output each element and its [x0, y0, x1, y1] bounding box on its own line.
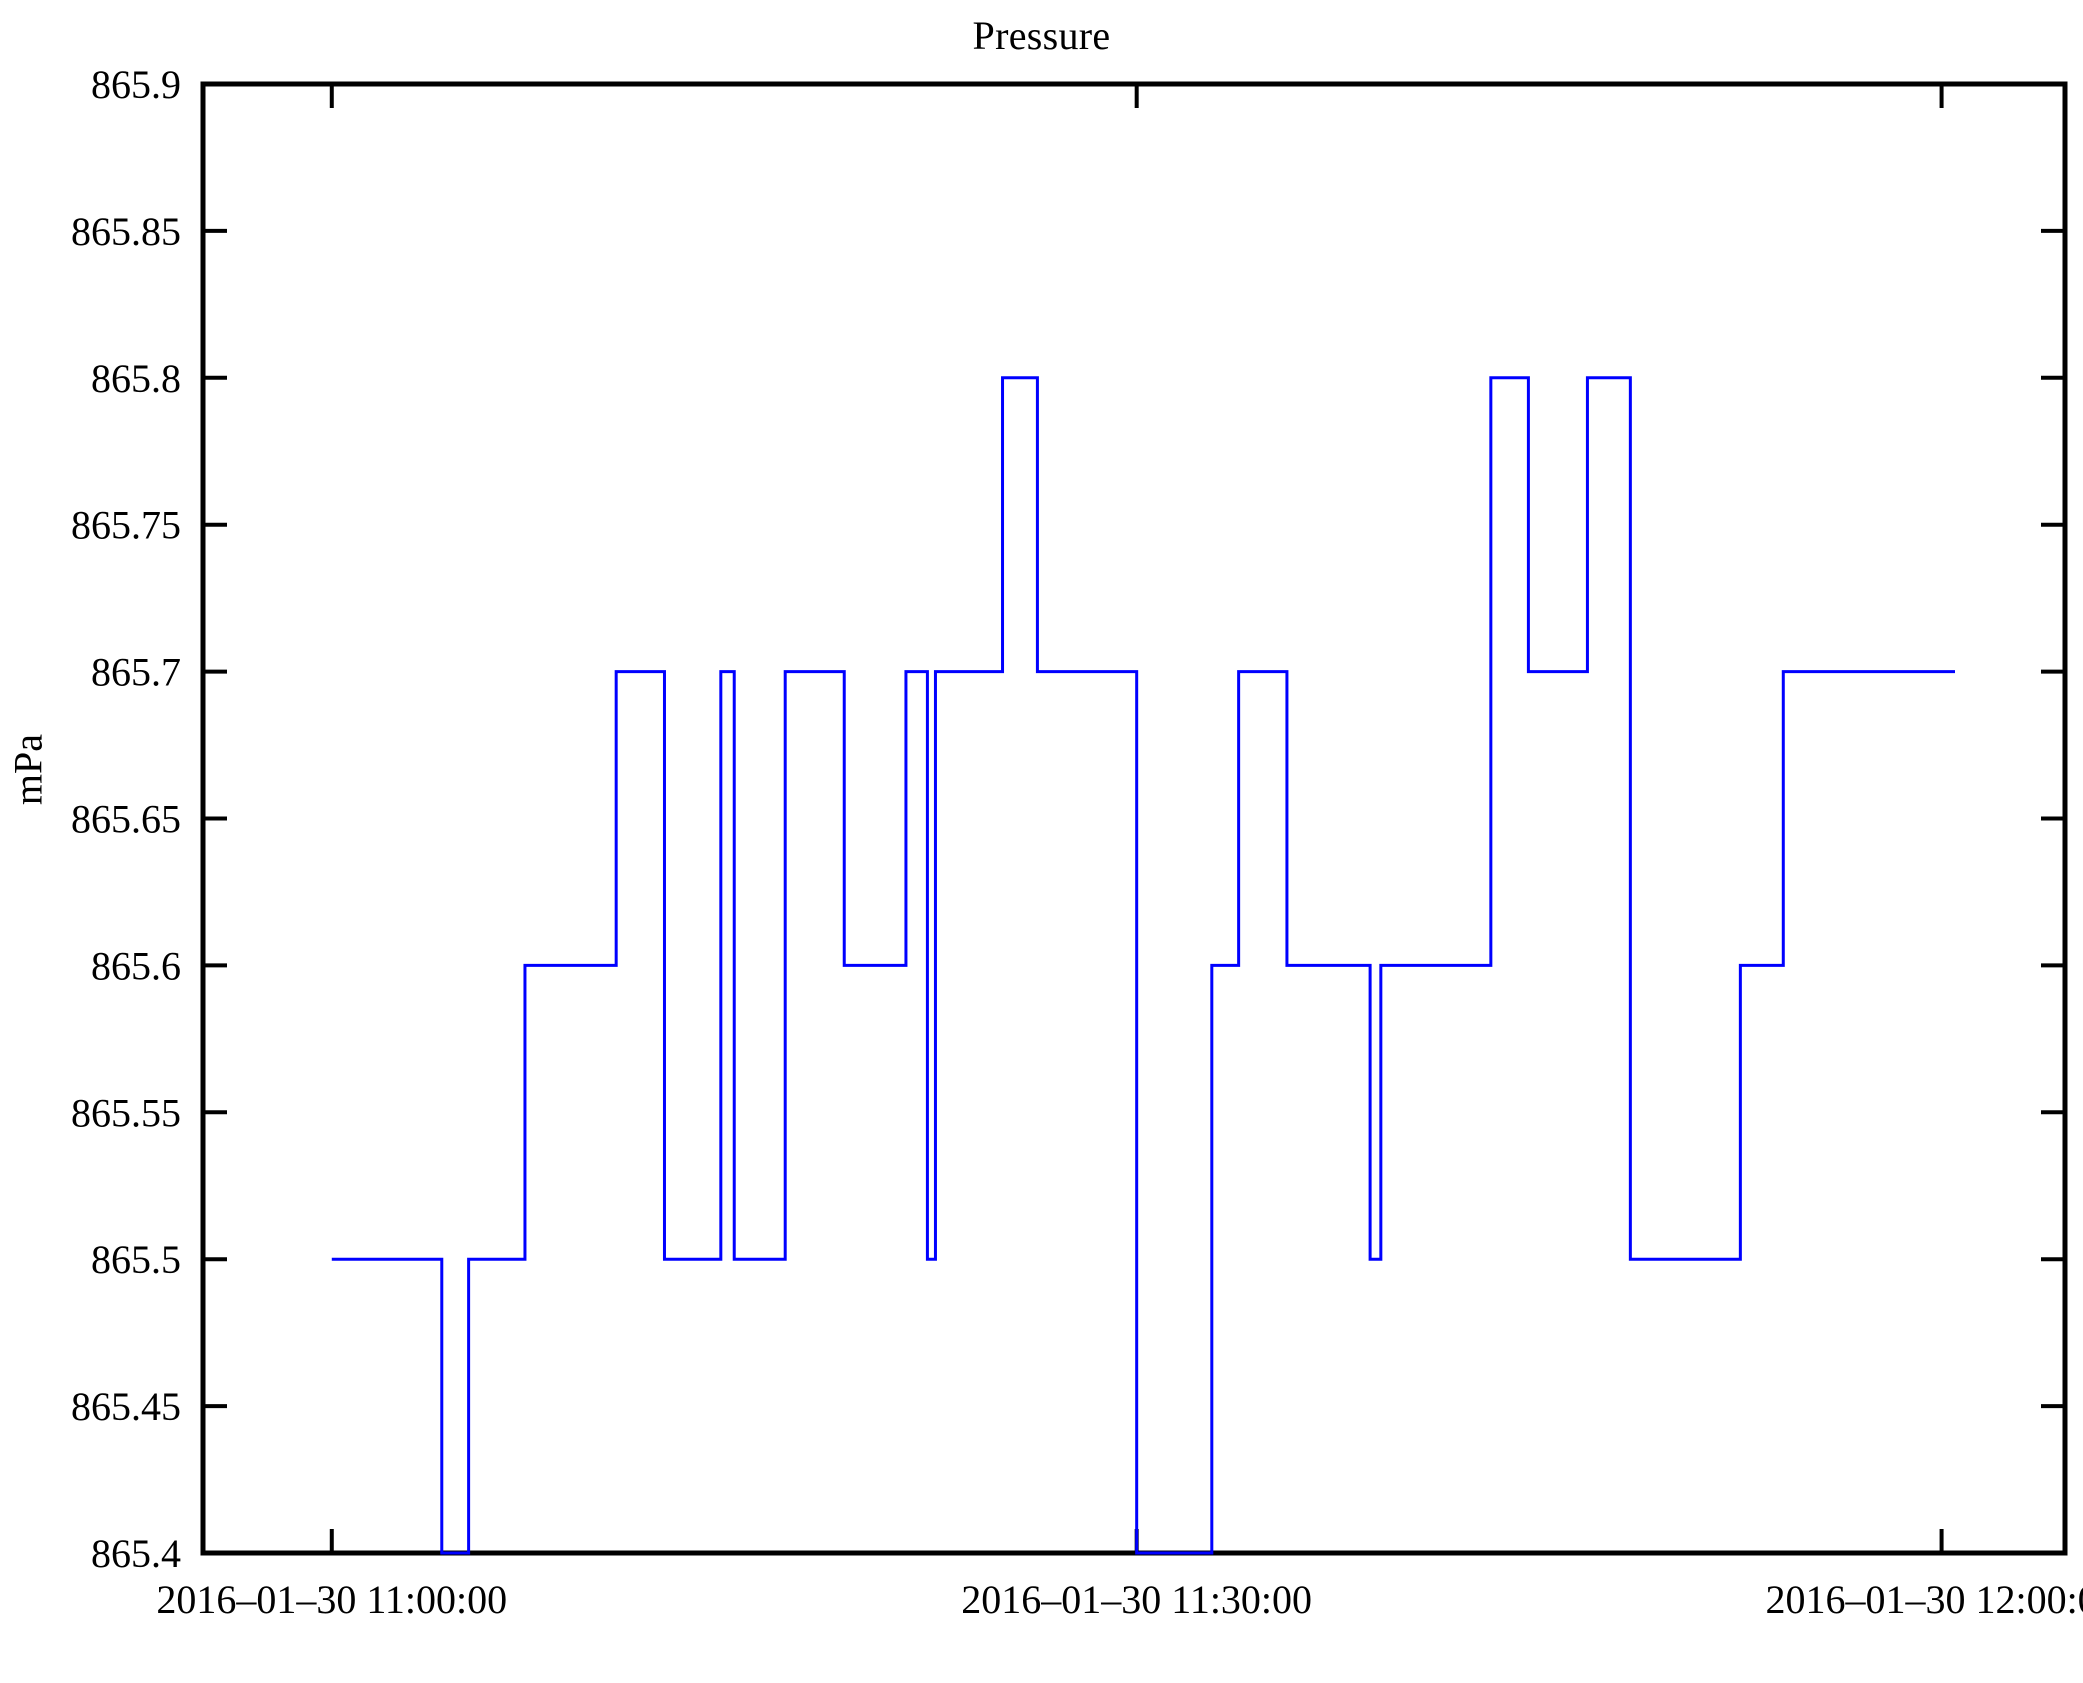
y-tick-label: 865.55: [71, 1090, 181, 1135]
y-tick-label: 865.6: [91, 943, 181, 988]
y-tick-label: 865.75: [71, 503, 181, 548]
y-axis-tick-labels: 865.4 865.45 865.5 865.55 865.6 865.65 865.7 86…: [71, 62, 181, 1576]
x-tick-label: 2016‒01‒30 11:30:00: [961, 1577, 1312, 1622]
chart-title: Pressure: [972, 13, 1111, 58]
x-axis-tick-labels: 2016‒01‒30 11:00:00 2016‒01‒30 11:30:00 20…: [156, 1577, 2083, 1622]
y-tick-label: 865.8: [91, 356, 181, 401]
x-tick-label: 2016‒01‒30 11:00:00: [156, 1577, 507, 1622]
y-tick-label: 865.5: [91, 1237, 181, 1282]
y-tick-label: 865.7: [91, 650, 181, 695]
y-tick-label: 865.9: [91, 62, 181, 107]
y-tick-label: 865.85: [71, 209, 181, 254]
x-tick-label: 2016‒01‒30 12:00:00: [1765, 1577, 2083, 1622]
y-tick-label: 865.4: [91, 1531, 181, 1576]
pressure-series-line: [331, 376, 1955, 1555]
axes-frame: [200, 81, 2068, 1556]
y-axis-ticks: [203, 228, 2065, 1409]
y-tick-label: 865.45: [71, 1384, 181, 1429]
y-tick-label: 865.65: [71, 797, 181, 842]
